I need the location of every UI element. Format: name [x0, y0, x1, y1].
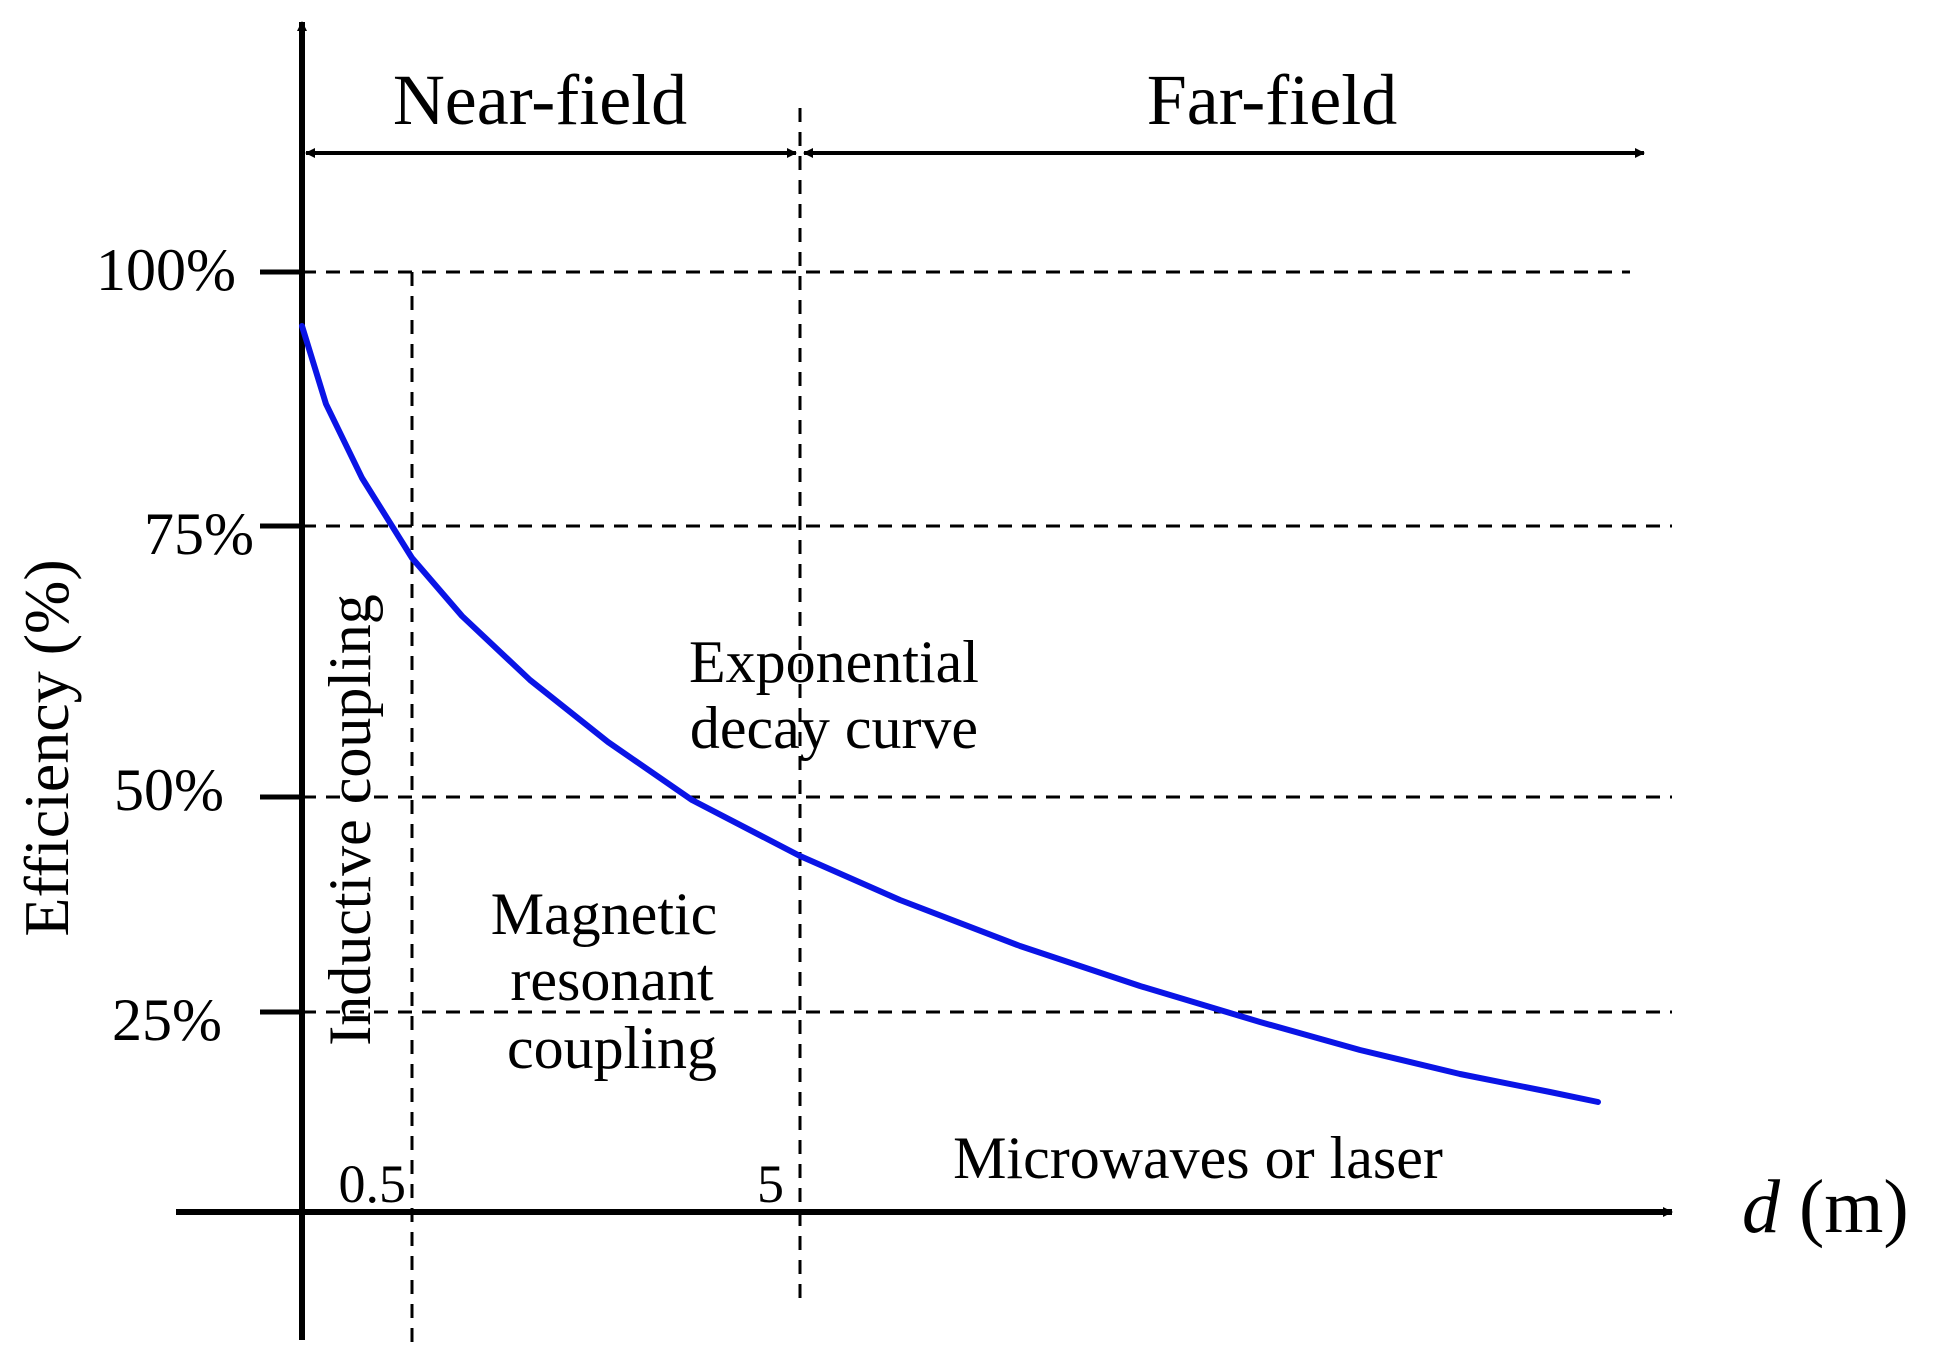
magnetic-resonant-label-line1: Magnetic [491, 881, 718, 947]
far-field-label: Far-field [1147, 60, 1397, 140]
x-axis-label: d (m) [1742, 1165, 1909, 1249]
x-tick-label-5: 5 [757, 1154, 784, 1214]
inductive-coupling-label: Inductive coupling [317, 594, 383, 1046]
magnetic-resonant-label-line2: resonant [510, 947, 714, 1013]
x-axis-unit: (m) [1780, 1165, 1909, 1249]
near-field-label: Near-field [393, 60, 687, 140]
magnetic-resonant-label-line3: coupling [507, 1015, 717, 1081]
y-axis-label: Efficiency (%) [11, 559, 82, 936]
y-tick-label-100: 100% [96, 237, 236, 303]
curve-label-line1: Exponential [689, 629, 979, 695]
microwaves-laser-label: Microwaves or laser [953, 1125, 1443, 1191]
exponential-decay-curve [299, 323, 1601, 1105]
curve-label-line2: decay curve [690, 695, 978, 761]
y-tick-label-25: 25% [112, 987, 222, 1053]
x-tick-label-0-5: 0.5 [339, 1154, 407, 1214]
x-axis-variable: d [1742, 1165, 1781, 1249]
y-tick-label-50: 50% [114, 757, 224, 823]
y-tick-label-75: 75% [144, 501, 254, 567]
